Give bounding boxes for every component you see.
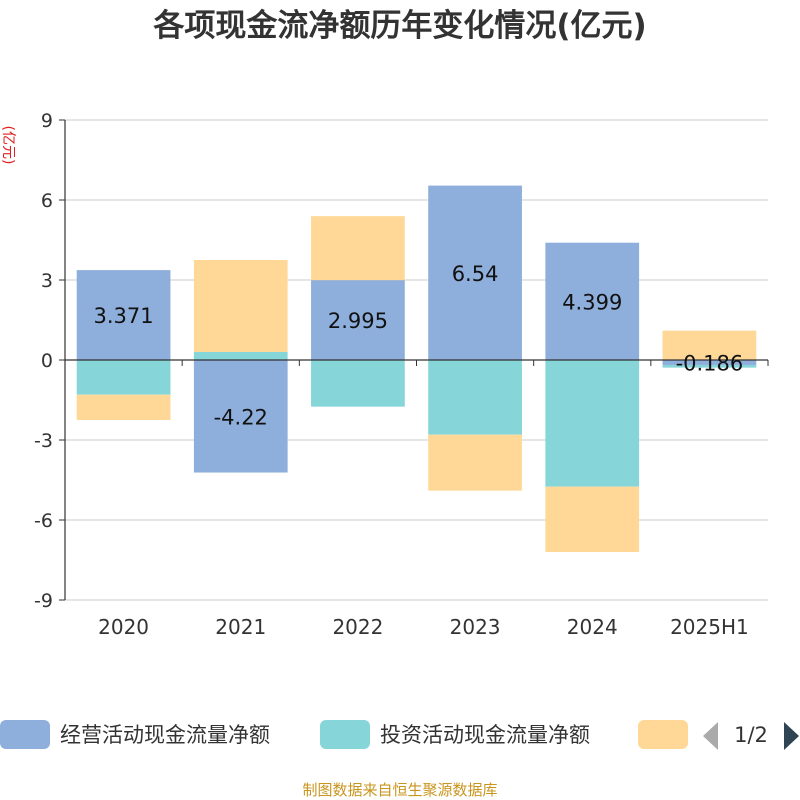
x-tick-label: 2022 (332, 615, 383, 639)
bars (77, 186, 757, 552)
bar-3-2022 (311, 216, 405, 280)
legend-swatch-2[interactable] (320, 720, 370, 749)
legend-prev-icon[interactable] (703, 722, 718, 750)
legend-label-2[interactable]: 投资活动现金流量净额 (380, 723, 590, 747)
data-label: 6.54 (452, 262, 499, 286)
y-tick-label: -3 (34, 430, 53, 452)
legend-next-icon[interactable] (784, 722, 799, 750)
x-tick-label: 2025H1 (670, 615, 749, 639)
x-tick-label: 2023 (450, 615, 501, 639)
data-label: 2.995 (328, 309, 388, 333)
chart-title: 各项现金流净额历年变化情况(亿元) (152, 8, 646, 44)
legend: 经营活动现金流量净额 投资活动现金流量净额 1/2 (0, 720, 799, 750)
bar-2-2023 (428, 360, 522, 435)
y-tick-label: 9 (41, 110, 53, 132)
bar-3-2023 (428, 435, 522, 491)
bar-3-2024 (545, 487, 639, 552)
bar-3-2020 (77, 395, 171, 420)
bar-2-2024 (545, 360, 639, 487)
legend-page-indicator: 1/2 (734, 723, 768, 747)
y-tick-label: -6 (34, 510, 53, 532)
y-tick-label: 0 (41, 350, 53, 372)
x-tick-label: 2021 (215, 615, 266, 639)
legend-label-1[interactable]: 经营活动现金流量净额 (60, 723, 270, 747)
y-tick-label: 3 (41, 270, 53, 292)
data-label: -0.186 (676, 351, 744, 375)
bar-2-2020 (77, 360, 171, 395)
legend-swatch-3[interactable] (638, 720, 688, 749)
data-labels: 3.371 -4.22 2.995 6.54 4.399 -0.186 (94, 262, 744, 429)
legend-swatch-1[interactable] (0, 720, 50, 749)
y-tick-label: 6 (41, 190, 53, 212)
data-label: 3.371 (94, 304, 154, 328)
x-tick-label: 2024 (567, 615, 618, 639)
data-label: 4.399 (562, 290, 622, 314)
source-note: 制图数据来自恒生聚源数据库 (302, 781, 497, 799)
cash-flow-chart: 各项现金流净额历年变化情况(亿元) (亿元) -9 -6 -3 0 3 6 9 2020 202… (0, 0, 800, 800)
bar-3-2021 (194, 260, 288, 352)
x-tick-label: 2020 (98, 615, 149, 639)
bar-2-2022 (311, 360, 405, 407)
y-tick-label: -9 (34, 590, 53, 612)
bar-2-2021 (194, 352, 288, 360)
y-axis-label: (亿元) (0, 126, 16, 165)
data-label: -4.22 (214, 405, 268, 429)
